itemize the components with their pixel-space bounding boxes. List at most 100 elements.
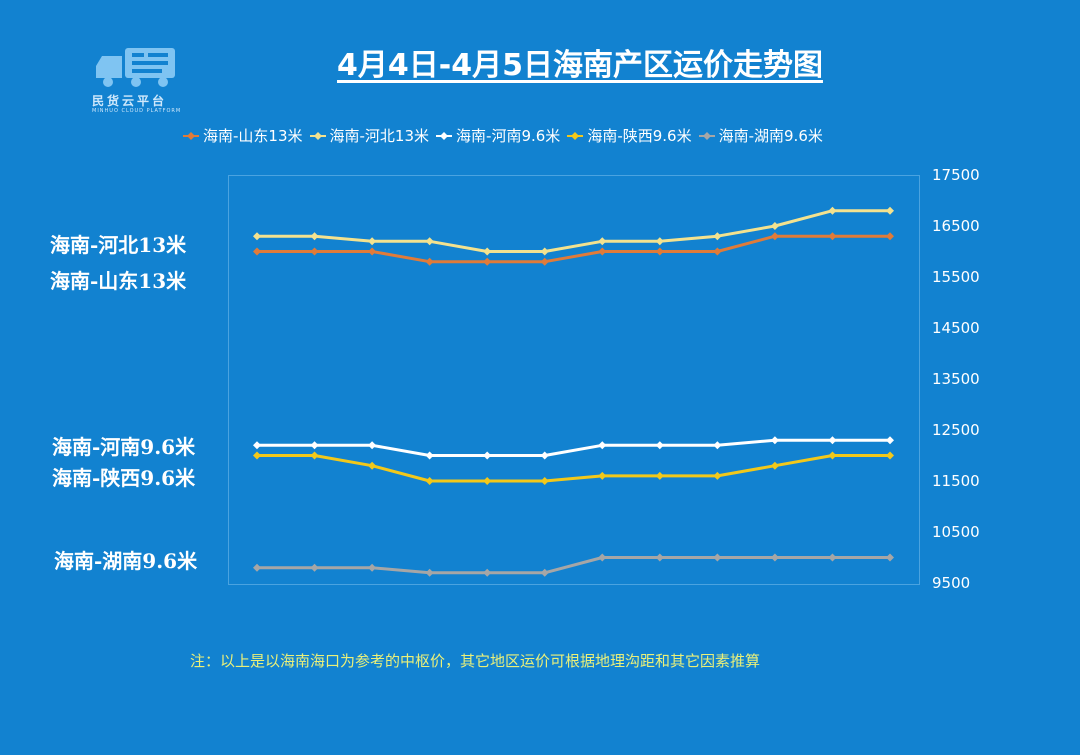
- data-point: [770, 232, 779, 241]
- data-point: [886, 553, 894, 562]
- data-point: [368, 563, 377, 572]
- data-point: [598, 471, 607, 480]
- data-point: [886, 451, 894, 460]
- data-point: [886, 436, 894, 445]
- legend-label: 海南-河南9.6米: [456, 127, 561, 145]
- data-point: [368, 461, 377, 470]
- logo-text: 民货云平台: [92, 94, 168, 108]
- legend-label: 海南-山东13米: [203, 127, 303, 145]
- legend-label: 海南-湖南9.6米: [718, 127, 823, 145]
- side-label-hunan: 海南-湖南9.6米: [54, 549, 198, 573]
- legend-label: 海南-河北13米: [329, 127, 430, 145]
- legend-marker: [309, 131, 326, 140]
- data-point: [770, 553, 779, 562]
- series-line: [257, 234, 890, 264]
- chart-legend: 海南-山东13米 海南-河北13米 海南-河南9.6米 海南-陕西9.6米 海南-湖南9…: [182, 125, 823, 146]
- data-point: [368, 237, 377, 246]
- data-point: [598, 247, 607, 256]
- data-point: [540, 257, 549, 266]
- data-point: [598, 237, 607, 246]
- data-point: [483, 477, 492, 485]
- data-point: [828, 436, 837, 445]
- legend-item: 海南-湖南9.6米: [698, 125, 823, 146]
- data-point: [713, 471, 722, 480]
- data-point: [540, 451, 549, 460]
- data-point: [310, 441, 319, 450]
- data-point: [598, 553, 607, 562]
- data-point: [655, 247, 664, 256]
- legend-marker: [698, 131, 715, 140]
- data-point: [425, 257, 434, 266]
- plot-area: [228, 175, 920, 585]
- logo-subtext: MINHUO CLOUD PLATFORM: [92, 108, 182, 114]
- data-point: [425, 568, 434, 577]
- series-line: [257, 438, 890, 457]
- data-point: [483, 247, 492, 256]
- data-point: [713, 553, 722, 562]
- data-point: [540, 477, 549, 485]
- series-line: [257, 454, 890, 483]
- data-point: [253, 451, 261, 460]
- data-point: [425, 477, 434, 485]
- data-point: [770, 222, 779, 230]
- chart-title: 4月4日-4月5日海南产区运价走势图: [337, 48, 823, 83]
- data-point: [598, 441, 607, 450]
- data-point: [483, 451, 492, 460]
- data-point: [425, 237, 434, 246]
- data-point: [713, 441, 722, 450]
- legend-item: 海南-河北13米: [309, 125, 430, 146]
- legend-item: 海南-山东13米: [182, 125, 303, 146]
- legend-item: 海南-河南9.6米: [435, 125, 560, 146]
- data-point: [310, 451, 319, 460]
- y-tick-label: 14500: [932, 319, 980, 337]
- data-point: [483, 568, 492, 577]
- y-tick-label: 12500: [932, 421, 980, 439]
- data-point: [828, 206, 837, 215]
- delivery-truck-icon: [96, 48, 175, 87]
- y-tick-label: 10500: [932, 523, 980, 541]
- data-point: [253, 247, 261, 256]
- footnote: 注：以上是以海南海口为参考的中枢价，其它地区运价可根据地理沟距和其它因素推算: [190, 652, 761, 670]
- y-tick-label: 13500: [932, 370, 980, 388]
- data-point: [886, 206, 894, 215]
- y-tick-label: 11500: [932, 472, 980, 490]
- side-label-henan: 海南-河南9.6米: [52, 435, 196, 459]
- data-point: [253, 232, 261, 241]
- data-point: [310, 232, 319, 241]
- data-point: [483, 257, 492, 266]
- data-point: [540, 568, 549, 577]
- data-point: [713, 232, 722, 241]
- side-label-shandong: 海南-山东13米: [50, 269, 187, 293]
- series-line: [257, 556, 890, 575]
- y-tick-label: 9500: [932, 574, 970, 592]
- data-point: [540, 247, 549, 256]
- legend-marker: [436, 131, 453, 140]
- y-tick-label: 17500: [932, 166, 980, 184]
- data-point: [770, 436, 779, 445]
- side-label-hebei: 海南-河北13米: [50, 233, 187, 257]
- data-point: [368, 441, 377, 450]
- y-tick-label: 15500: [932, 268, 980, 286]
- legend-item: 海南-陕西9.6米: [566, 125, 692, 146]
- side-label-shaanxi: 海南-陕西9.6米: [52, 466, 196, 490]
- y-tick-label: 16500: [932, 217, 980, 235]
- data-point: [828, 553, 837, 562]
- data-point: [368, 247, 377, 256]
- data-point: [770, 461, 779, 470]
- data-point: [425, 451, 434, 460]
- legend-marker: [567, 131, 584, 140]
- data-point: [655, 441, 664, 450]
- data-point: [253, 563, 261, 572]
- legend-label: 海南-陕西9.6米: [587, 127, 692, 145]
- data-point: [310, 563, 319, 572]
- data-point: [655, 553, 664, 562]
- data-point: [828, 451, 837, 460]
- data-point: [253, 441, 261, 450]
- data-point: [713, 247, 722, 256]
- data-point: [886, 232, 894, 241]
- data-point: [828, 232, 837, 241]
- data-point: [655, 471, 664, 480]
- data-point: [655, 237, 664, 246]
- series-line: [257, 209, 890, 253]
